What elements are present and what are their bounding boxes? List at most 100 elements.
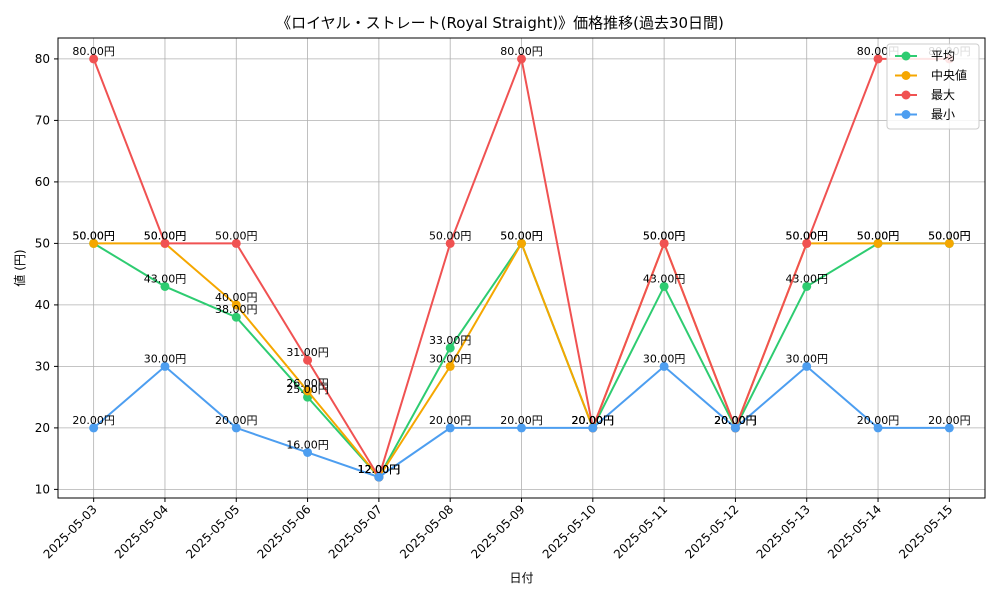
data-label: 30.00円 bbox=[785, 352, 828, 365]
data-point bbox=[659, 361, 669, 371]
data-label: 40.00円 bbox=[215, 291, 258, 304]
x-axis-label: 日付 bbox=[509, 571, 533, 585]
x-tick-label: 2025-05-05 bbox=[183, 502, 242, 561]
data-label: 50.00円 bbox=[144, 229, 187, 242]
data-label: 20.00円 bbox=[857, 414, 900, 427]
data-label: 25.00円 bbox=[286, 383, 329, 396]
data-label: 50.00円 bbox=[72, 229, 115, 242]
data-point bbox=[517, 54, 526, 64]
data-point bbox=[160, 361, 170, 371]
data-label: 38.00円 bbox=[215, 303, 258, 316]
data-label: 50.00円 bbox=[72, 229, 115, 242]
data-label: 20.00円 bbox=[714, 414, 757, 427]
data-label: 20.00円 bbox=[928, 414, 971, 427]
y-axis-label: 値 (円) bbox=[12, 249, 27, 286]
data-label: 20.00円 bbox=[500, 414, 543, 427]
x-tick-label: 2025-05-07 bbox=[326, 502, 385, 561]
data-label: 50.00円 bbox=[928, 229, 971, 242]
data-label: 30.00円 bbox=[144, 352, 187, 365]
x-tick-label: 2025-05-11 bbox=[611, 502, 670, 561]
data-point bbox=[445, 238, 455, 248]
legend-box bbox=[886, 43, 980, 130]
data-point bbox=[873, 423, 883, 433]
data-point bbox=[445, 361, 455, 371]
data-label: 20.00円 bbox=[215, 414, 258, 427]
data-label: 31.00円 bbox=[286, 346, 329, 359]
data-point bbox=[873, 54, 883, 64]
x-tick-label: 2025-05-06 bbox=[254, 502, 313, 561]
data-point bbox=[89, 423, 99, 433]
data-label: 80.00円 bbox=[72, 45, 115, 58]
x-tick-label: 2025-05-15 bbox=[896, 502, 955, 561]
x-tick-label: 2025-05-10 bbox=[540, 502, 599, 561]
data-label: 30.00円 bbox=[643, 352, 686, 365]
y-tick-label: 70 bbox=[35, 113, 50, 127]
data-label: 50.00円 bbox=[500, 229, 543, 242]
data-point bbox=[802, 361, 812, 371]
legend-marker bbox=[901, 110, 911, 119]
data-label: 12.00円 bbox=[358, 463, 401, 476]
data-label: 20.00円 bbox=[572, 414, 615, 427]
y-tick-label: 20 bbox=[35, 421, 50, 435]
data-point bbox=[231, 312, 241, 322]
data-label: 43.00円 bbox=[643, 272, 686, 285]
x-tick-label: 2025-05-12 bbox=[682, 502, 741, 561]
data-label: 16.00円 bbox=[286, 438, 329, 451]
data-point bbox=[588, 423, 598, 433]
data-label: 50.00円 bbox=[429, 229, 472, 242]
data-point bbox=[659, 238, 669, 248]
data-label: 12.00円 bbox=[358, 463, 401, 476]
data-point bbox=[231, 300, 241, 310]
data-label: 50.00円 bbox=[785, 229, 828, 242]
y-tick-label: 60 bbox=[35, 175, 50, 189]
data-label: 20.00円 bbox=[714, 414, 757, 427]
data-point bbox=[445, 343, 455, 353]
data-label: 30.00円 bbox=[429, 352, 472, 365]
data-label: 50.00円 bbox=[144, 229, 187, 242]
data-label: 33.00円 bbox=[429, 334, 472, 347]
x-tick-label: 2025-05-08 bbox=[397, 502, 456, 561]
x-tick-label: 2025-05-14 bbox=[825, 502, 884, 561]
data-label: 20.00円 bbox=[714, 414, 757, 427]
data-point bbox=[517, 423, 526, 433]
data-point bbox=[89, 238, 99, 248]
data-point bbox=[160, 238, 170, 248]
legend-marker bbox=[901, 90, 911, 100]
x-tick-label: 2025-05-13 bbox=[754, 502, 813, 561]
data-label: 80.00円 bbox=[500, 45, 543, 58]
data-label: 20.00円 bbox=[72, 414, 115, 427]
data-point bbox=[303, 386, 313, 396]
y-tick-label: 50 bbox=[35, 236, 50, 250]
data-label: 50.00円 bbox=[500, 229, 543, 242]
data-point bbox=[944, 238, 954, 248]
data-point bbox=[303, 355, 313, 365]
data-point bbox=[730, 423, 740, 433]
data-label: 43.00円 bbox=[144, 272, 187, 285]
data-label: 26.00円 bbox=[286, 377, 329, 390]
legend-label: 中央値 bbox=[931, 68, 967, 83]
data-label: 12.00円 bbox=[358, 463, 401, 476]
data-label: 20.00円 bbox=[572, 414, 615, 427]
data-label: 50.00円 bbox=[643, 229, 686, 242]
x-tick-label: 2025-05-09 bbox=[468, 502, 527, 561]
data-point bbox=[802, 281, 812, 291]
y-tick-label: 80 bbox=[35, 52, 50, 66]
y-tick-label: 40 bbox=[35, 298, 50, 312]
legend-marker bbox=[901, 51, 911, 61]
data-label: 43.00円 bbox=[785, 272, 828, 285]
data-point bbox=[303, 447, 313, 457]
data-label: 20.00円 bbox=[572, 414, 615, 427]
data-label: 50.00円 bbox=[857, 229, 900, 242]
data-label: 50.00円 bbox=[785, 229, 828, 242]
legend-label: 最小 bbox=[931, 108, 955, 122]
chart-title: 《ロイヤル・ストレート(Royal Straight)》価格推移(過去30日間) bbox=[276, 14, 724, 32]
data-label: 20.00円 bbox=[714, 414, 757, 427]
data-point bbox=[802, 238, 812, 248]
data-label: 50.00円 bbox=[857, 229, 900, 242]
legend-marker bbox=[901, 71, 911, 80]
x-tick-label: 2025-05-03 bbox=[41, 502, 100, 561]
data-label: 20.00円 bbox=[572, 414, 615, 427]
legend-label: 平均 bbox=[931, 49, 955, 63]
